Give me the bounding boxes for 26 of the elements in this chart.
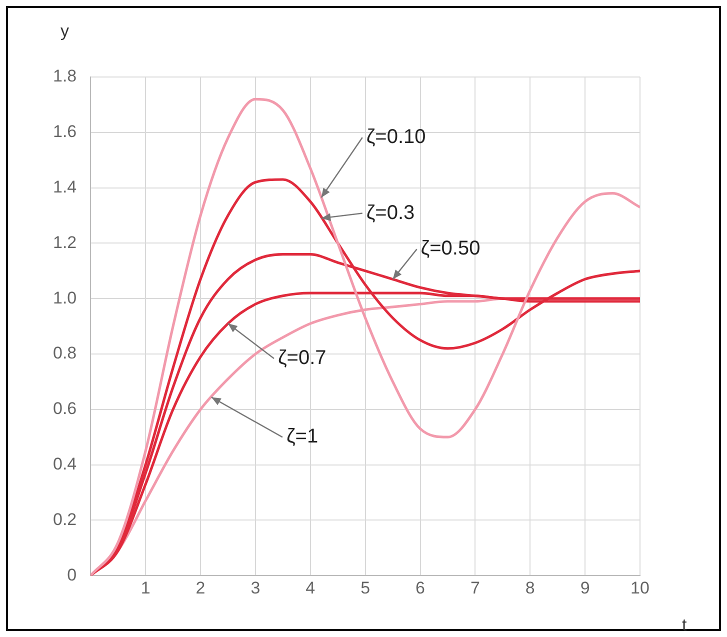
y-tick-label: 0.2 [52, 510, 77, 529]
y-tick-label: 1.6 [52, 122, 77, 142]
annotation: ζ=0.7 [278, 347, 326, 370]
y-tick-label: 0.6 [52, 399, 77, 418]
y-tick-label: 1.0 [52, 288, 77, 308]
y-tick-label: 1.2 [52, 232, 77, 252]
y-tick-label: 1.8 [52, 66, 77, 86]
x-tick-label: 3 [250, 578, 260, 598]
x-tick-label: 4 [306, 578, 316, 598]
x-tick-label: 5 [360, 578, 370, 598]
x-tick-label: 8 [525, 578, 535, 598]
x-tick-label: 1 [140, 578, 150, 598]
x-tick-label: 10 [630, 578, 650, 598]
annotation: ζ=0.10 [366, 126, 426, 148]
annotation: ζ=0.3 [366, 202, 415, 224]
y-tick-label: 0.4 [52, 454, 77, 474]
x-tick-label: 6 [416, 578, 425, 598]
annotation: ζ=1 [286, 426, 318, 448]
y-tick-label: 0.8 [52, 344, 77, 363]
x-tick-label: 2 [196, 578, 206, 598]
y-tick-label: 0 [67, 565, 77, 584]
x-tick-label: 9 [580, 578, 590, 598]
y-axis-title: y [60, 22, 70, 41]
y-tick-label: 1.4 [52, 177, 77, 196]
x-tick-label: 7 [470, 578, 480, 598]
annotation: ζ=0.50 [420, 238, 480, 260]
